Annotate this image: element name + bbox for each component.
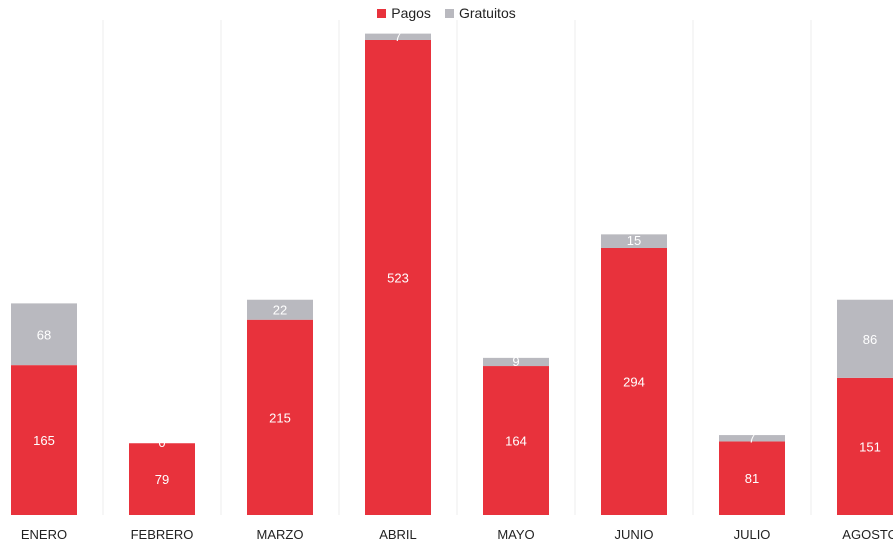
x-tick-label-julio: JULIO (734, 527, 771, 542)
bar-gratuitos-junio (601, 234, 667, 248)
bar-gratuitos-mayo (483, 357, 549, 367)
x-tick-label-marzo: MARZO (257, 527, 304, 542)
bar-pagos-junio (601, 247, 667, 515)
data-label-gratuitos-enero: 68 (37, 327, 51, 342)
data-label-gratuitos-marzo: 22 (273, 303, 287, 318)
data-label-gratuitos-agosto: 86 (863, 332, 877, 347)
data-label-pagos-agosto: 151 (859, 439, 881, 454)
legend-item-gratuitos: Gratuitos (444, 5, 516, 21)
x-tick-label-abril: ABRIL (379, 527, 417, 542)
bar-pagos-abril (365, 39, 431, 515)
bar-pagos-febrero (129, 443, 195, 515)
bar-pagos-agosto (837, 377, 893, 515)
legend-label-pagos: Pagos (391, 5, 431, 21)
data-label-pagos-marzo: 215 (269, 410, 291, 425)
data-label-pagos-julio: 81 (745, 471, 759, 486)
x-tick-label-enero: ENERO (21, 527, 67, 542)
x-tick-label-agosto: AGOSTO (842, 527, 893, 542)
data-label-gratuitos-abril: 7 (394, 29, 401, 44)
data-label-pagos-mayo: 164 (505, 434, 527, 449)
bar-gratuitos-abril (365, 33, 431, 40)
bar-gratuitos-agosto (837, 299, 893, 378)
legend-swatch-pagos (377, 8, 387, 18)
data-label-gratuitos-febrero: 0 (158, 435, 165, 450)
bar-pagos-julio (719, 441, 785, 515)
data-label-gratuitos-mayo: 9 (512, 354, 519, 369)
data-label-gratuitos-junio: 15 (627, 233, 641, 248)
data-label-gratuitos-julio: 7 (748, 430, 755, 445)
data-label-pagos-abril: 523 (387, 270, 409, 285)
legend-swatch-gratuitos (444, 8, 454, 18)
x-tick-label-febrero: FEBRERO (131, 527, 194, 542)
data-label-pagos-junio: 294 (623, 374, 645, 389)
data-label-pagos-enero: 165 (33, 433, 55, 448)
bar-gratuitos-enero (11, 303, 77, 366)
x-tick-label-junio: JUNIO (615, 527, 654, 542)
legend-label-gratuitos: Gratuitos (458, 5, 516, 21)
bar-pagos-marzo (247, 319, 313, 515)
data-label-pagos-febrero: 79 (155, 472, 169, 487)
legend: Pagos Gratuitos (0, 5, 893, 21)
bar-gratuitos-julio (719, 435, 785, 442)
bar-pagos-enero (11, 365, 77, 515)
bar-pagos-mayo (483, 366, 549, 515)
legend-item-pagos: Pagos (377, 5, 431, 21)
bar-gratuitos-marzo (247, 299, 313, 320)
x-tick-label-mayo: MAYO (497, 527, 534, 542)
